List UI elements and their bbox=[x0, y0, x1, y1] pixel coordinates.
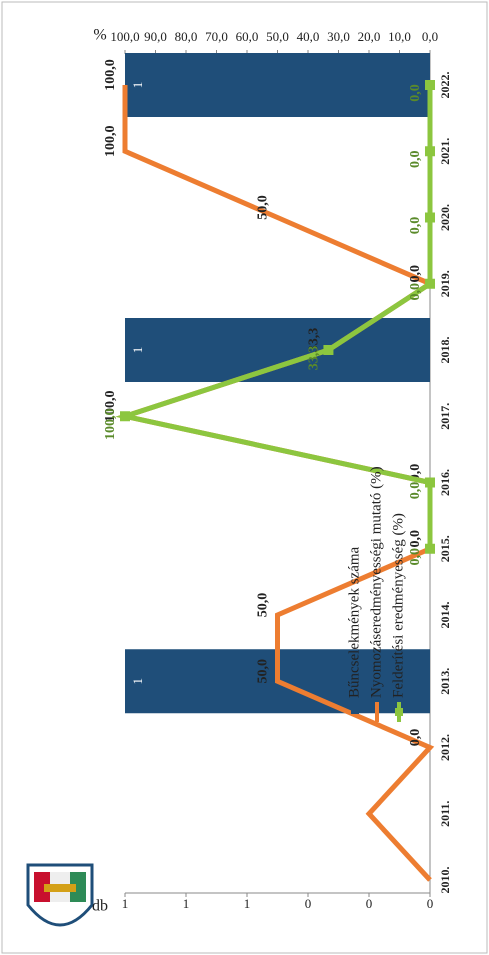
data-label: 50,0 bbox=[256, 659, 271, 684]
y2-tick-label: 60,0 bbox=[236, 29, 259, 44]
plot-area: 000111db0,010,020,030,040,050,060,070,08… bbox=[92, 27, 452, 915]
x-tick-label: 2012. bbox=[438, 734, 452, 761]
marker bbox=[425, 543, 435, 554]
x-tick-label: 2015. bbox=[438, 535, 452, 562]
x-tick-label: 2018. bbox=[438, 337, 452, 364]
x-tick-label: 2013. bbox=[438, 668, 452, 695]
legend-swatch bbox=[351, 704, 359, 714]
bar-label: 1 bbox=[130, 82, 145, 89]
marker bbox=[425, 80, 435, 90]
y2-tick-label: 10,0 bbox=[388, 29, 411, 44]
y2-tick-label: 100,0 bbox=[110, 29, 139, 44]
logo bbox=[26, 863, 94, 927]
data-label: 0,0 bbox=[408, 530, 423, 548]
marker bbox=[323, 345, 334, 355]
legend-label: Nyomozáseredményességi mutató (%) bbox=[368, 466, 384, 698]
marker bbox=[425, 212, 435, 223]
data-label: 0,0 bbox=[408, 548, 423, 566]
bar-label: 1 bbox=[130, 347, 145, 354]
data-label: 0,0 bbox=[408, 151, 423, 169]
y-tick-label: 0 bbox=[427, 896, 434, 911]
data-label: 100,0 bbox=[103, 409, 118, 441]
y2-tick-label: 80,0 bbox=[175, 29, 198, 44]
x-tick-label: 2011. bbox=[438, 801, 452, 827]
x-tick-label: 2017. bbox=[438, 403, 452, 430]
bar-label: 1 bbox=[130, 678, 145, 685]
y2-tick-label: 50,0 bbox=[266, 29, 289, 44]
y-tick-label: 0 bbox=[305, 896, 312, 911]
y2-tick-label: 0,0 bbox=[422, 29, 438, 44]
marker bbox=[425, 477, 435, 488]
y2-tick-label: 70,0 bbox=[205, 29, 228, 44]
bar bbox=[125, 318, 430, 382]
y2-tick-label: 40,0 bbox=[297, 29, 320, 44]
y-tick-label: 1 bbox=[244, 896, 251, 911]
data-label: 0,0 bbox=[408, 265, 423, 283]
x-tick-label: 2022. bbox=[438, 72, 452, 99]
y2-axis-label: % bbox=[93, 27, 106, 44]
legend-label: Bűncselekmények száma bbox=[346, 546, 362, 698]
y2-tick-label: 30,0 bbox=[327, 29, 350, 44]
data-label: 0,0 bbox=[408, 217, 423, 235]
legend-label: Felderítési eredményesség (%) bbox=[390, 513, 406, 698]
line bbox=[115, 85, 433, 549]
x-tick-label: 2019. bbox=[438, 270, 452, 297]
x-tick-label: 2014. bbox=[438, 602, 452, 629]
marker bbox=[425, 278, 435, 289]
y2-tick-label: 90,0 bbox=[144, 29, 167, 44]
data-label: 0,0 bbox=[408, 729, 423, 747]
y-tick-label: 0 bbox=[366, 896, 373, 911]
x-tick-label: 2010. bbox=[438, 867, 452, 894]
marker bbox=[425, 146, 435, 157]
y2-tick-label: 20,0 bbox=[358, 29, 381, 44]
marker bbox=[120, 411, 130, 422]
data-label: 100,0 bbox=[103, 126, 118, 158]
x-tick-label: 2021. bbox=[438, 138, 452, 165]
data-label: 0,0 bbox=[408, 283, 423, 301]
data-label: 50,0 bbox=[256, 593, 271, 618]
data-label: 0,0 bbox=[408, 482, 423, 500]
data-label: 33,3 bbox=[307, 328, 322, 353]
data-label: 0,0 bbox=[408, 84, 423, 102]
legend-swatch bbox=[395, 708, 403, 716]
data-label: 33,3 bbox=[307, 346, 322, 371]
data-label: 100,0 bbox=[103, 391, 118, 423]
x-tick-label: 2016. bbox=[438, 469, 452, 496]
y-axis-label: db bbox=[92, 898, 108, 915]
data-label: 100,0 bbox=[103, 59, 118, 91]
y-tick-label: 1 bbox=[122, 896, 129, 911]
bar bbox=[125, 53, 430, 117]
y-tick-label: 1 bbox=[183, 896, 190, 911]
data-label: 50,0 bbox=[256, 195, 271, 220]
x-tick-label: 2020. bbox=[438, 204, 452, 231]
